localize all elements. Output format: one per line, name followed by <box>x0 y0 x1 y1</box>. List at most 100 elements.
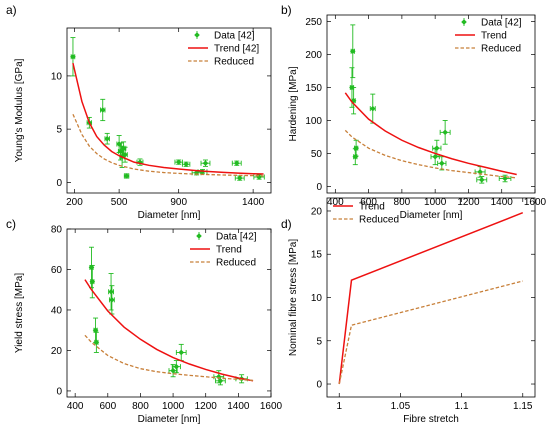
axes-frame <box>326 197 536 398</box>
legend-label: Reduced <box>216 258 256 269</box>
panel-2: b)400 600 800 1000 1200 1400 16000501001502002… <box>281 3 547 221</box>
data-point <box>174 159 183 165</box>
data-point <box>430 148 440 166</box>
data-point <box>181 161 191 168</box>
reduced-curve <box>84 334 254 382</box>
x-tick-label: 400 <box>327 197 344 208</box>
reduced-curve <box>338 280 523 385</box>
legend: Data [42] Trend [42] Reduced <box>188 31 259 68</box>
y-tick-label: 40 <box>51 305 63 316</box>
panel-label: b) <box>281 3 292 17</box>
x-tick-label: 1400 <box>491 197 514 208</box>
axes-frame <box>326 14 536 194</box>
y-tick-label: 10 <box>51 71 63 82</box>
data-point <box>175 343 187 362</box>
legend-marker <box>461 19 467 25</box>
y-axis-label: Hardening [MPa] <box>288 66 299 141</box>
x-tick-label: 1200 <box>457 197 480 208</box>
x-tick-label: 1000 <box>162 401 185 412</box>
data-point <box>108 273 114 311</box>
trend-curve <box>338 212 524 385</box>
data-point <box>476 176 488 184</box>
data-point <box>93 331 100 353</box>
x-tick-label: 500 <box>111 197 128 208</box>
data-point <box>104 132 111 145</box>
y-tick-label: 250 <box>305 17 322 28</box>
x-tick-label: 1 <box>336 401 342 412</box>
x-tick-label: 400 <box>67 401 84 412</box>
y-axis-label: Nominal fibre stress [MPa] <box>288 239 299 356</box>
data-point <box>70 37 76 77</box>
x-tick-label: 800 <box>132 401 149 412</box>
y-axis-label: Yield stress [MPa] <box>14 273 25 353</box>
data-point <box>349 24 356 79</box>
reduced-curve <box>72 113 264 177</box>
x-tick-label: 800 <box>394 197 411 208</box>
x-tick-label: 600 <box>99 401 116 412</box>
legend: Data [42] Trend Reduced <box>455 18 522 55</box>
reduced-curve <box>344 129 517 179</box>
y-tick-label: 15 <box>311 250 323 261</box>
legend-marker <box>196 233 202 239</box>
x-axis-label: Diameter [nm] <box>400 210 463 221</box>
y-tick-label: 150 <box>305 83 322 94</box>
x-axis-label: Diameter [nm] <box>138 414 201 425</box>
data-point <box>352 148 359 166</box>
panel-1: a) 200 500 900 1400 0 5 10 Diameter [nm] Young's … <box>6 3 272 221</box>
trend-curve <box>344 92 517 176</box>
trend-curve <box>72 62 264 175</box>
x-tick-label: 900 <box>170 197 187 208</box>
axes-frame <box>66 27 272 194</box>
legend-label: Trend <box>216 245 242 256</box>
x-tick-label: 1.15 <box>513 401 533 412</box>
y-tick-label: 5 <box>316 336 322 347</box>
legend-label: Trend <box>481 31 507 42</box>
data-point <box>439 120 451 145</box>
legend-label: Trend <box>359 202 385 213</box>
panel-label: d) <box>281 217 292 231</box>
trend-curve <box>84 279 254 382</box>
y-tick-label: 10 <box>311 293 323 304</box>
y-tick-label: 0 <box>316 380 322 391</box>
data-point <box>200 159 211 167</box>
legend-label: Data [42] <box>481 18 522 29</box>
data-point <box>231 160 242 166</box>
y-tick-label: 20 <box>311 206 323 217</box>
y-tick-label: 80 <box>51 225 63 236</box>
legend-label: Trend [42] <box>214 44 259 55</box>
data-point <box>123 173 130 179</box>
y-tick-label: 0 <box>56 386 62 397</box>
y-tick-label: 0 <box>316 182 322 193</box>
data-point <box>353 139 359 157</box>
x-axis-label: Fibre stretch <box>403 414 459 425</box>
legend-label: Reduced <box>359 215 399 226</box>
legend-label: Reduced <box>214 57 254 68</box>
data-point <box>99 98 106 122</box>
data-point <box>89 264 96 299</box>
data-point <box>171 360 181 374</box>
data-point <box>234 175 245 181</box>
y-tick-label: 50 <box>311 149 323 160</box>
data-point <box>253 174 265 180</box>
panel-4: d) 1 1.05 1.1 1.15 0 5 10 15 20 Fibre stretch Nomin… <box>281 197 536 425</box>
panel-3: c) 400 600 800 1000 1200 1400 1600 0 20 40 60 80 Diam… <box>6 217 283 425</box>
legend-label: Data [42] <box>216 232 257 243</box>
panel-label: c) <box>6 217 16 231</box>
data-point <box>92 317 99 343</box>
x-tick-label: 1400 <box>242 197 265 208</box>
legend-marker <box>194 32 200 38</box>
x-axis-label: Diameter [nm] <box>138 210 201 221</box>
x-tick-label: 200 <box>66 197 83 208</box>
data-point <box>498 174 512 183</box>
panel-label: a) <box>6 3 17 17</box>
y-axis-label: Young's Modulus [GPa] <box>14 58 25 162</box>
legend-label: Reduced <box>481 44 521 55</box>
y-tick-label: 100 <box>305 116 322 127</box>
x-tick-label: 1600 <box>260 401 283 412</box>
data-point <box>437 156 447 171</box>
x-tick-label: 1000 <box>424 197 447 208</box>
data-point <box>122 146 128 163</box>
y-tick-label: 200 <box>305 50 322 61</box>
x-tick-label: 1200 <box>195 401 218 412</box>
